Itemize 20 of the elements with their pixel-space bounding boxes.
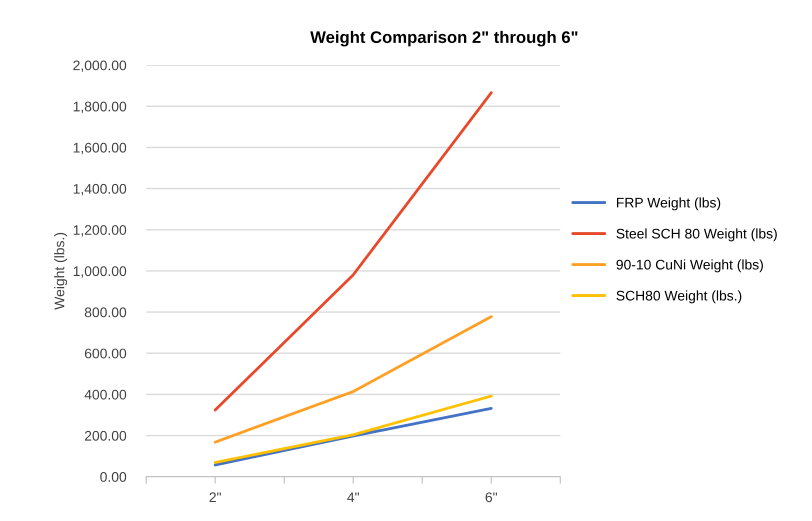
y-tick-label: 0.00 [100, 472, 126, 482]
y-tick-label: 2,000.00 [73, 60, 126, 72]
y-tick-label: 800.00 [84, 307, 126, 318]
legend-label: FRP Weight (lbs) [616, 197, 720, 210]
y-tick-label: 1,400.00 [74, 184, 126, 196]
chart-title: Weight Comparison 2" through 6" [310, 30, 578, 46]
legend-label: SCH80 Weight (lbs.) [616, 290, 742, 304]
y-tick-label: 1,200.00 [74, 225, 126, 237]
y-tick-label: 600.00 [84, 348, 126, 358]
x-tick-label: 6" [486, 492, 497, 502]
legend-label: 90-10 CuNi Weight (lbs) [616, 259, 763, 272]
y-tick-label: 1,000.00 [74, 266, 126, 278]
legend-label: Steel SCH 80 Weight (lbs) [616, 228, 777, 242]
y-tick-label: 1,600.00 [74, 142, 126, 154]
y-tick-label: 400.00 [84, 390, 126, 400]
y-tick-label: 200.00 [84, 430, 126, 441]
y-tick-label: 1,800.00 [74, 102, 126, 114]
y-axis-title: Weight (lbs.) [54, 232, 68, 310]
x-tick-label: 4" [347, 492, 359, 502]
x-tick-label: 2" [210, 492, 221, 502]
